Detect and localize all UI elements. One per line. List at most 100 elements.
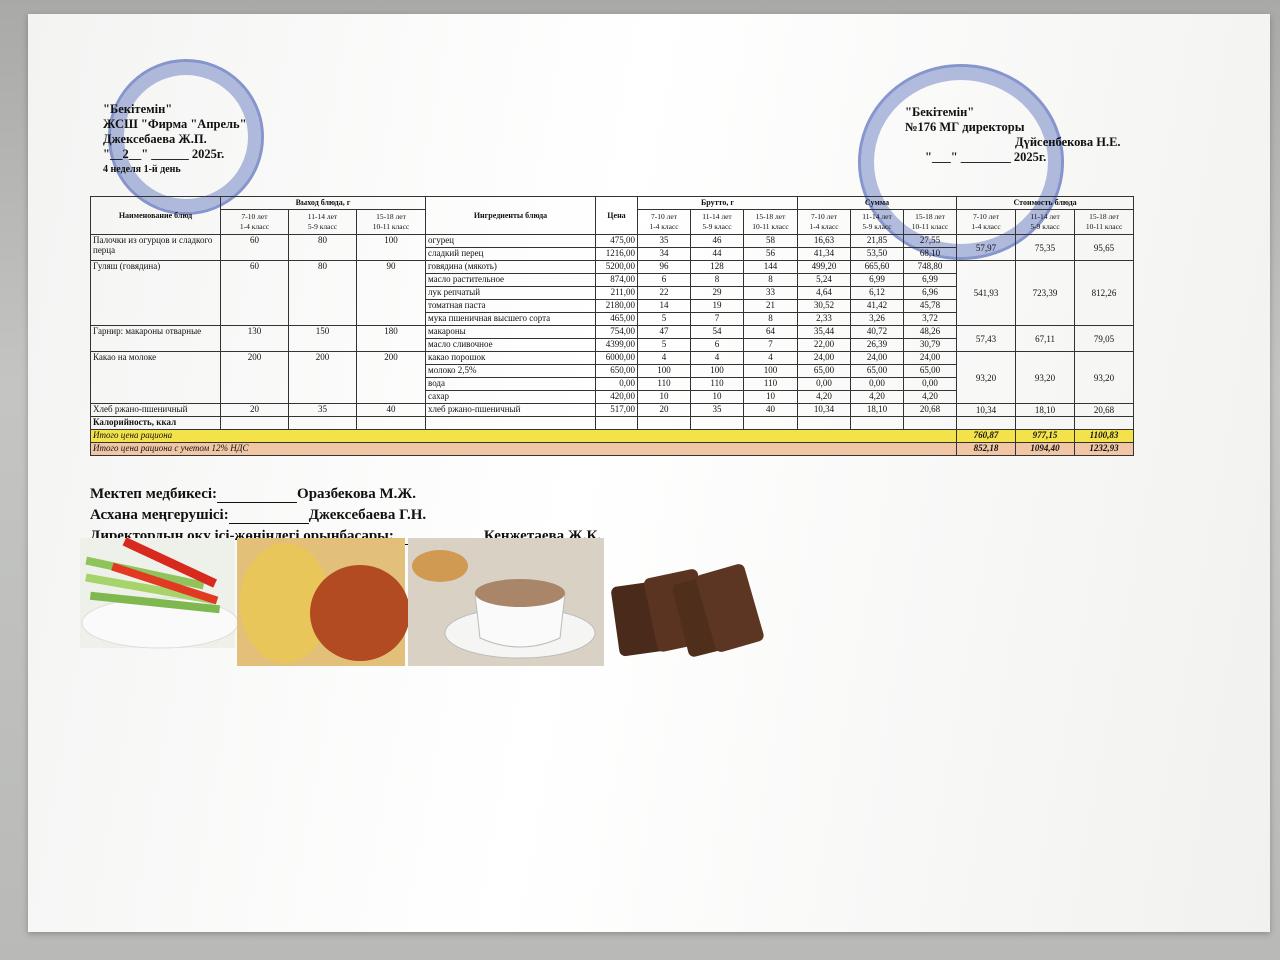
brutto: 20 [637, 403, 691, 417]
ingredient-row: Хлеб ржано-пшеничный 20 35 40 хлеб ржано-пше… [90, 403, 1135, 417]
ingredient-price: 4399,00 [595, 338, 638, 352]
sum: 30,79 [903, 338, 958, 352]
brutto: 46 [690, 234, 744, 248]
approver-name: Джексебаева Ж.П. [103, 132, 207, 146]
dish-output: 150 [288, 325, 357, 352]
empty-cell [797, 416, 852, 430]
dish-cost: 723,39 [1015, 260, 1076, 326]
header-ingredients: Ингредиенты блюда [425, 196, 596, 235]
sum: 27,55 [903, 234, 958, 248]
age-group: 11-14 лет 5-9 класс [850, 209, 905, 235]
ingredient-price: 5200,00 [595, 260, 638, 274]
calories-row: Калорийность, ккал [90, 416, 1135, 430]
dish-name: Какао на молоке [90, 351, 221, 404]
sum: 20,68 [903, 403, 958, 417]
dish-output: 35 [288, 403, 357, 417]
dish-output: 80 [288, 234, 357, 261]
signature-line [217, 488, 298, 503]
table-body: Палочки из огурцов и сладкого перца 60 80 1… [89, 234, 1135, 456]
brutto: 10 [637, 390, 691, 404]
empty-cell [690, 416, 744, 430]
dish-output: 200 [288, 351, 357, 404]
total-value: 852,18 [956, 442, 1017, 456]
approval-date: "__2__" ______ 2025г. [103, 147, 225, 161]
brutto: 64 [742, 325, 799, 339]
ingredient-price: 0,00 [595, 377, 638, 391]
ingredient-row: Палочки из огурцов и сладкого перца 60 80 1… [90, 234, 1135, 261]
ingredient-price: 465,00 [595, 312, 638, 326]
sum: 6,99 [850, 273, 905, 287]
ingredient-price: 6000,00 [595, 351, 638, 365]
empty-cell [742, 416, 799, 430]
ingredient-name: лук репчатый [425, 286, 596, 300]
sum: 40,72 [850, 325, 905, 339]
age-group: 11-14 лет 5-9 класс [288, 209, 357, 235]
table-head: Наименование блюд Выход блюда, г Ингредиен… [90, 196, 1135, 235]
organization: ЖСШ "Фирма "Апрель" [103, 117, 247, 131]
age-group: 15-18 лет 10-11 класс [356, 209, 426, 235]
brutto: 14 [637, 299, 691, 313]
dish-name: Палочки из огурцов и сладкого перца [90, 234, 221, 261]
age-group: 15-18 лет 10-11 класс [903, 209, 958, 235]
header-left: "Бекітемін" ЖСШ "Фирма "Апрель" Джексеба… [103, 102, 247, 177]
approver-name: Дүйсенбекова Н.Е. [1015, 135, 1121, 149]
brutto: 21 [742, 299, 799, 313]
sum: 53,50 [850, 247, 905, 261]
brutto: 4 [742, 351, 799, 365]
sum: 16,63 [797, 234, 852, 248]
grade-range: 1-4 класс [239, 222, 270, 231]
age-range: 11-14 лет [307, 212, 338, 221]
calories-label: Калорийность, ккал [90, 416, 221, 430]
signature-name: Оразбекова М.Ж. [297, 486, 416, 502]
dish-output: 60 [220, 260, 289, 326]
menu-table: Наименование блюд Выход блюда, г Ингредиен… [89, 196, 1135, 456]
signature-role: Мектеп медбикесі: [90, 486, 218, 502]
dish-output: 200 [220, 351, 289, 404]
cocoa [475, 579, 565, 607]
empty-cell [595, 416, 638, 430]
sum: 41,42 [850, 299, 905, 313]
sum: 6,96 [903, 286, 958, 300]
dish-cost: 10,34 [956, 403, 1017, 417]
ingredient-price: 517,00 [595, 403, 638, 417]
ingredient-name: томатная паста [425, 299, 596, 313]
brutto: 10 [690, 390, 744, 404]
sum: 0,00 [903, 377, 958, 391]
total-row: Итого цена рациона 760,87 977,15 1100,83 [89, 429, 1135, 443]
sum: 6,99 [903, 273, 958, 287]
header-right: "Бекітемін" №176 МГ директоры Дүйсенбеко… [905, 105, 1121, 165]
total-label: Итого цена рациона [89, 429, 958, 443]
brutto: 44 [690, 247, 744, 261]
age-range: 11-14 лет [702, 212, 732, 221]
age-range: 11-14 лет [862, 212, 892, 221]
header-output: Выход блюда, г [220, 196, 426, 210]
header-brutto: Брутто, г [636, 196, 799, 210]
brutto: 96 [637, 260, 691, 274]
dish-cost: 93,20 [1074, 351, 1135, 404]
brutto: 34 [637, 247, 691, 261]
grade-range: 1-4 класс [809, 222, 839, 231]
sum: 26,39 [850, 338, 905, 352]
brutto: 22 [637, 286, 691, 300]
brutto: 100 [690, 364, 744, 378]
sum: 65,00 [903, 364, 958, 378]
dish-name: Гарнир: макароны отварные [90, 325, 221, 352]
age-range: 15-18 лет [755, 212, 786, 221]
organization: №176 МГ директоры [905, 120, 1025, 134]
sum: 21,85 [850, 234, 905, 248]
dish-cost: 812,26 [1074, 260, 1135, 326]
sum: 45,78 [903, 299, 958, 313]
pasta [240, 543, 330, 663]
ingredient-price: 650,00 [595, 364, 638, 378]
empty-cell [956, 416, 1017, 430]
age-range: 15-18 лет [915, 212, 945, 221]
signature-role: Асхана меңгерушісі: [90, 507, 229, 523]
age-group: 11-14 лет 5-9 класс [1015, 209, 1076, 235]
ingredient-name: мука пшеничная высшего сорта [425, 312, 596, 326]
dish-output: 60 [220, 234, 289, 261]
dish-cost: 18,10 [1015, 403, 1076, 417]
sum: 6,12 [850, 286, 905, 300]
ingredient-price: 420,00 [595, 390, 638, 404]
dish-output: 40 [356, 403, 426, 417]
sum: 748,80 [903, 260, 958, 274]
